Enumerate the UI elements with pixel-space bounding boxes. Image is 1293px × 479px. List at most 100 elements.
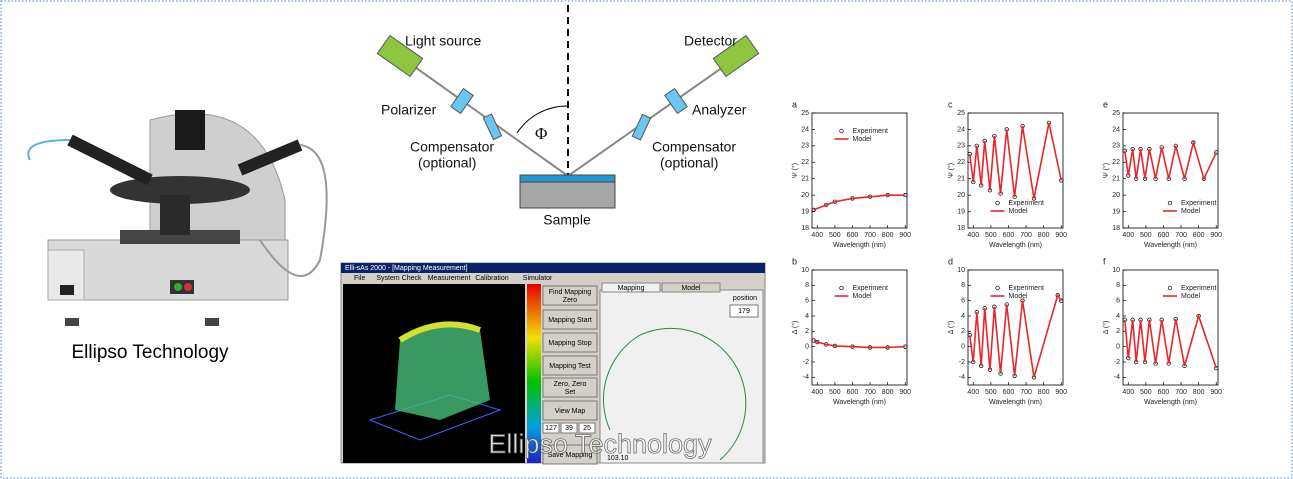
tab-label: Model bbox=[681, 285, 701, 292]
legend-label: Model bbox=[1009, 208, 1029, 215]
y-tick-label: 20 bbox=[1112, 192, 1120, 199]
y-tick-label: 21 bbox=[957, 176, 965, 183]
x-axis-title: Wavelength (nm) bbox=[833, 399, 886, 406]
panel-letter: f bbox=[1103, 256, 1106, 266]
x-tick-label: 600 bbox=[1158, 232, 1170, 239]
x-tick-label: 700 bbox=[1020, 232, 1032, 239]
y-tick-label: 22 bbox=[801, 159, 809, 166]
panel-letter: d bbox=[948, 256, 953, 266]
y-tick-label: 10 bbox=[957, 267, 965, 274]
legend-label: Experiment bbox=[853, 128, 888, 135]
y-tick-label: 21 bbox=[1112, 176, 1120, 183]
button-label: Find Mapping bbox=[549, 289, 592, 296]
x-tick-label: 900 bbox=[1210, 232, 1222, 239]
y-tick-label: -2 bbox=[1114, 359, 1120, 366]
plot-frame bbox=[967, 112, 1064, 229]
x-tick-label: 500 bbox=[1140, 389, 1152, 396]
menu-item: Calibration bbox=[475, 275, 509, 282]
button bbox=[542, 332, 598, 353]
series-line bbox=[813, 194, 906, 211]
y-tick-label: 18 bbox=[801, 225, 809, 232]
plot-frame bbox=[1122, 112, 1219, 229]
legend-marker bbox=[839, 128, 844, 134]
x-tick-label: 600 bbox=[1003, 232, 1015, 239]
x-tick-label: 900 bbox=[899, 389, 911, 396]
x-tick-label: 500 bbox=[829, 389, 841, 396]
y-tick-label: 22 bbox=[957, 159, 965, 166]
y-tick-label: -2 bbox=[959, 359, 965, 366]
x-tick-label: 800 bbox=[1038, 389, 1050, 396]
x-tick-label: 800 bbox=[882, 389, 894, 396]
legend-marker bbox=[995, 285, 1000, 291]
y-tick-label: 19 bbox=[1112, 208, 1120, 215]
tab bbox=[601, 282, 661, 293]
y-tick-label: -4 bbox=[1114, 374, 1120, 381]
x-tick-label: 400 bbox=[967, 389, 979, 396]
data-point bbox=[1059, 298, 1064, 303]
menu-item: Measurement bbox=[428, 275, 471, 282]
tab-label: Mapping bbox=[618, 285, 645, 292]
legend-label: Experiment bbox=[1181, 200, 1216, 207]
plot-frame bbox=[811, 269, 908, 386]
label: (optional) bbox=[418, 155, 476, 171]
y-tick-label: 0 bbox=[805, 344, 809, 351]
x-tick-label: 700 bbox=[864, 389, 876, 396]
button-label: Mapping Stop bbox=[548, 340, 591, 347]
ellipsometer-diagram bbox=[376, 5, 760, 209]
x-tick-label: 600 bbox=[847, 389, 859, 396]
window-title: Elli-sAs 2000 - [Mapping Measurement] bbox=[345, 265, 468, 272]
y-tick-label: 18 bbox=[1112, 225, 1120, 232]
x-tick-label: 800 bbox=[882, 232, 894, 239]
label: Compensator bbox=[410, 139, 494, 155]
y-tick-label: 4 bbox=[961, 313, 965, 320]
panel-letter: b bbox=[792, 256, 797, 266]
y-tick-label: 20 bbox=[801, 192, 809, 199]
y-tick-label: 10 bbox=[801, 267, 809, 274]
x-tick-label: 500 bbox=[829, 232, 841, 239]
field-value: 39 bbox=[565, 425, 573, 432]
x-tick-label: 600 bbox=[1003, 389, 1015, 396]
y-tick-label: 19 bbox=[801, 208, 809, 215]
panel-letter: e bbox=[1103, 99, 1108, 109]
x-tick-label: 900 bbox=[1055, 232, 1067, 239]
position-box bbox=[729, 304, 759, 318]
y-tick-label: 6 bbox=[805, 298, 809, 305]
plot-frame bbox=[1122, 269, 1219, 386]
reading: 103.10 bbox=[607, 455, 629, 462]
instrument-photo bbox=[27, 110, 328, 326]
legend-label: Experiment bbox=[1009, 200, 1044, 207]
y-tick-label: 22 bbox=[1112, 159, 1120, 166]
position-label: position bbox=[733, 295, 757, 302]
label: Analyzer bbox=[692, 102, 747, 118]
angle: Φ bbox=[535, 124, 547, 143]
legend-marker bbox=[839, 285, 844, 291]
field bbox=[560, 422, 578, 434]
y-axis-title: Δ (°) bbox=[947, 321, 955, 335]
x-tick-label: 400 bbox=[811, 389, 823, 396]
y-tick-label: 2 bbox=[1116, 328, 1120, 335]
label: Polarizer bbox=[381, 102, 437, 118]
y-tick-label: 6 bbox=[961, 298, 965, 305]
legend-label: Model bbox=[853, 293, 873, 300]
menu-item: Simulator bbox=[523, 275, 553, 282]
legend-label: Experiment bbox=[853, 285, 888, 292]
y-tick-label: 25 bbox=[801, 110, 809, 117]
y-tick-label: -2 bbox=[803, 359, 809, 366]
plot-frame bbox=[811, 112, 908, 229]
x-tick-label: 900 bbox=[1210, 389, 1222, 396]
y-tick-label: 23 bbox=[1112, 143, 1120, 150]
y-tick-label: 8 bbox=[1116, 282, 1120, 289]
button bbox=[542, 309, 598, 330]
y-tick-label: 10 bbox=[1112, 267, 1120, 274]
menu-item: File bbox=[354, 275, 365, 282]
series-line bbox=[1123, 313, 1217, 369]
y-tick-label: 18 bbox=[957, 225, 965, 232]
x-tick-label: 500 bbox=[985, 389, 997, 396]
x-tick-label: 400 bbox=[1122, 232, 1134, 239]
field bbox=[578, 422, 596, 434]
x-tick-label: 900 bbox=[1055, 389, 1067, 396]
y-tick-label: 8 bbox=[961, 282, 965, 289]
y-tick-label: 24 bbox=[801, 126, 809, 133]
x-tick-label: 400 bbox=[967, 232, 979, 239]
